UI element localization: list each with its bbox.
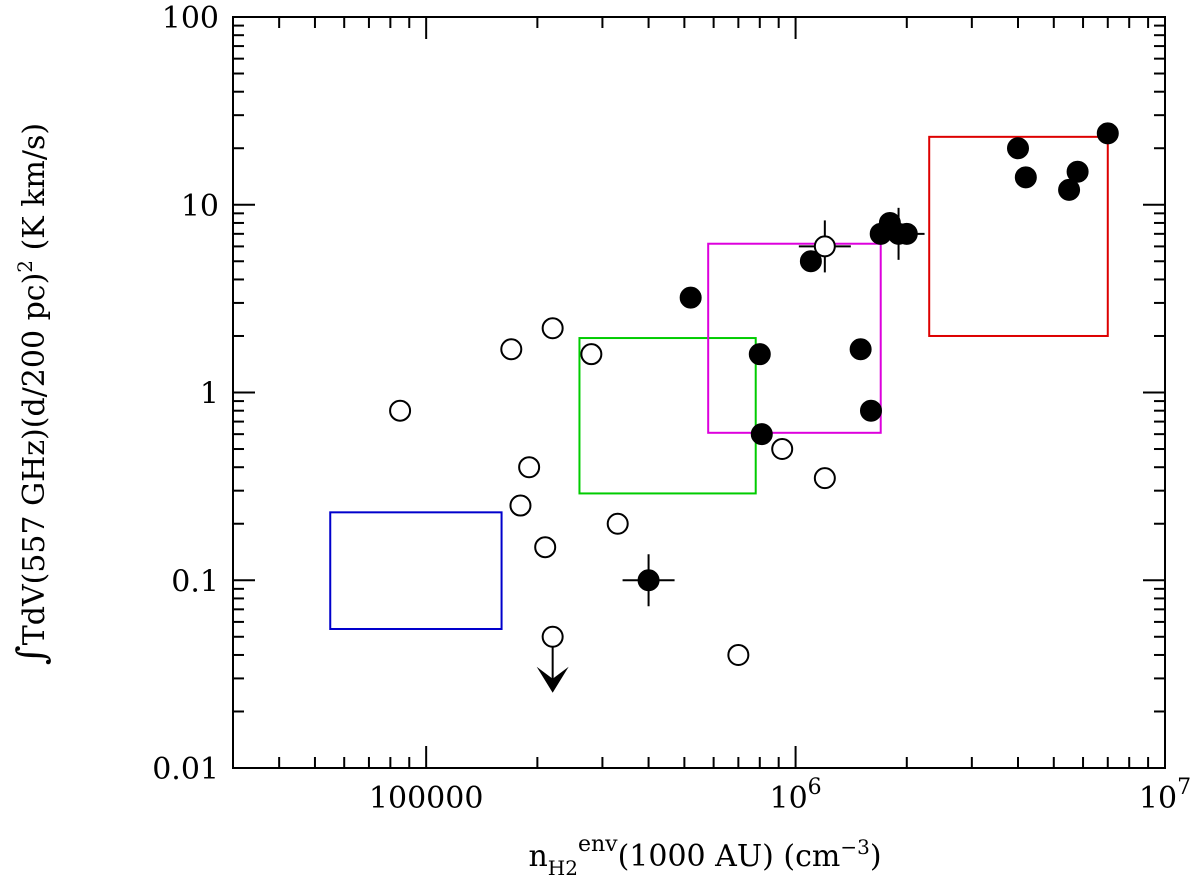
blue-box <box>329 511 503 630</box>
filled-data-point <box>799 250 822 273</box>
y-tick-label: 100 <box>162 1 219 36</box>
upper-limit-arrow-head <box>536 666 569 693</box>
y-tick-label: 1 <box>200 377 219 412</box>
x-tick-label: 100000 <box>369 781 484 816</box>
open-data-point <box>606 512 629 535</box>
x-tick-label-exponent: 7 <box>1177 775 1191 800</box>
x-axis-label: nH2env(1000 AU) (cm−3) <box>528 832 881 875</box>
filled-data-point <box>679 286 702 309</box>
y-axis-label: ∫TdV(557 GHz)(d/200 pc)2 (K km/s) <box>9 123 53 665</box>
plot-frame <box>232 16 1166 769</box>
open-data-point <box>813 467 836 490</box>
data-points <box>389 122 1119 693</box>
y-tick-label: 10 <box>181 189 219 224</box>
open-data-point <box>771 438 794 461</box>
filled-data-point <box>1014 166 1037 189</box>
filled-data-point <box>887 222 910 245</box>
y-tick-label: 0.1 <box>171 564 219 599</box>
filled-data-point <box>859 399 882 422</box>
x-tick-label-exponent: 6 <box>808 775 822 800</box>
y-tick-label: 0.01 <box>152 752 219 787</box>
open-data-point <box>500 338 523 361</box>
open-data-point <box>813 235 836 258</box>
open-data-point <box>518 456 541 479</box>
green-box <box>578 337 757 495</box>
open-data-point <box>534 536 557 559</box>
filled-data-point <box>1066 160 1089 183</box>
axis-ticks <box>232 16 1166 769</box>
region-boxes <box>329 135 1109 630</box>
open-data-point <box>541 625 564 648</box>
filled-data-point <box>1006 137 1029 160</box>
filled-data-point <box>849 338 872 361</box>
filled-data-point <box>1058 178 1081 201</box>
x-tick-label: 107 <box>1139 775 1191 816</box>
filled-data-point <box>750 423 773 446</box>
x-tick-label: 106 <box>769 775 821 816</box>
open-data-point <box>509 494 532 517</box>
magenta-box <box>707 242 882 434</box>
x-tick-label-base: 10 <box>1139 781 1177 816</box>
open-data-point <box>580 343 603 366</box>
open-data-point <box>541 317 564 340</box>
filled-data-point <box>1096 122 1119 145</box>
open-data-point <box>389 399 412 422</box>
x-tick-label-base: 10 <box>769 781 807 816</box>
open-data-point <box>727 643 750 666</box>
red-box <box>928 135 1109 337</box>
filled-data-point <box>748 343 771 366</box>
filled-data-point <box>637 569 660 592</box>
